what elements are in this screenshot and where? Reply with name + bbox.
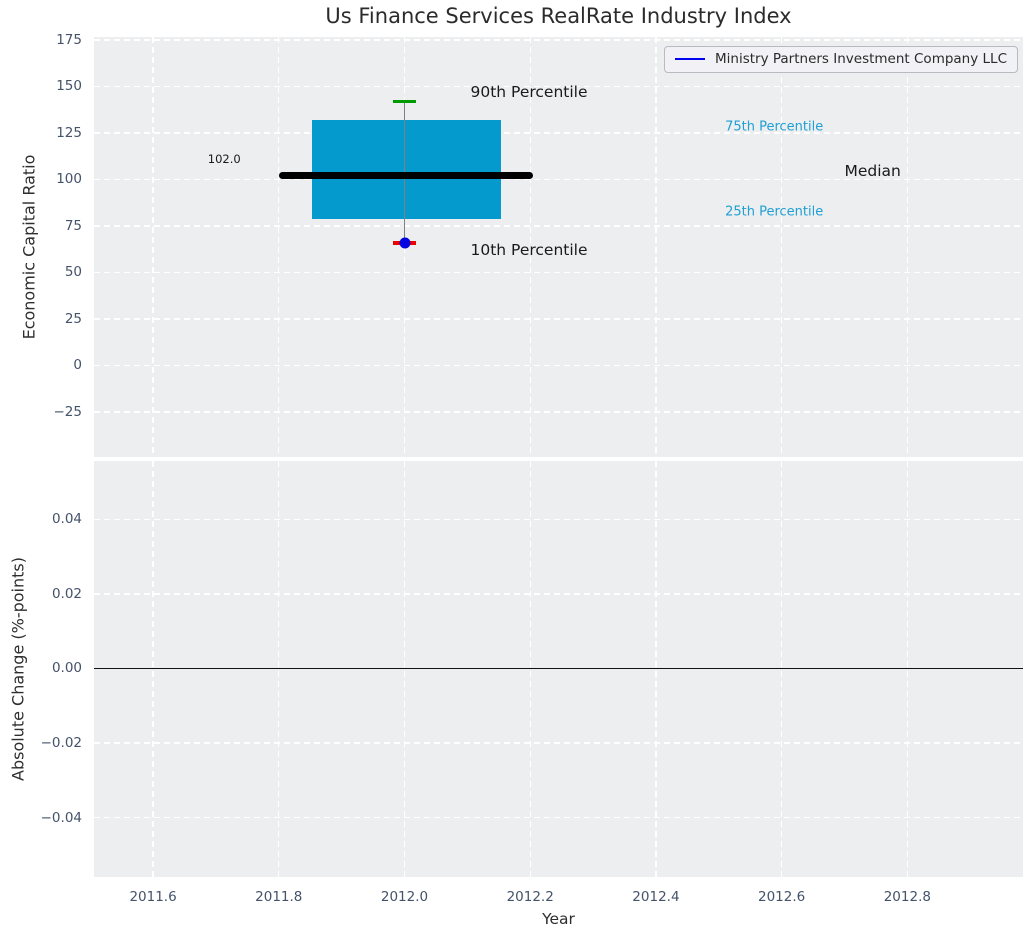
legend-line-sample: [675, 58, 705, 60]
y-tick-label: 0.00: [51, 660, 82, 677]
x-gridline: [780, 37, 783, 457]
x-gridline: [278, 37, 280, 457]
y-tick-label: 150: [56, 78, 82, 95]
y-tick-label: 0.04: [51, 511, 82, 528]
y-gridline: [94, 816, 1023, 819]
y-gridline: [94, 225, 1023, 227]
y-tick-label: 50: [64, 264, 82, 281]
annotation: 75th Percentile: [725, 119, 824, 135]
x-tick-label: 2011.6: [129, 889, 177, 905]
x-tick-label: 2011.8: [255, 889, 303, 905]
annotation: 10th Percentile: [470, 241, 588, 260]
y-tick-label: 175: [56, 31, 82, 48]
x-axis-label: Year: [542, 910, 575, 928]
y-gridline: [94, 742, 1023, 744]
chart-title: Us Finance Services RealRate Industry In…: [325, 4, 792, 28]
y-gridline: [94, 364, 1023, 367]
annotation: Median: [844, 162, 901, 181]
y-gridline: [94, 178, 1023, 181]
annotation: 90th Percentile: [470, 83, 588, 102]
x-gridline: [655, 37, 657, 457]
x-tick-label: 2012.6: [758, 889, 806, 905]
y-gridline: [94, 411, 1023, 413]
y-gridline: [94, 518, 1023, 520]
annotation: 25th Percentile: [725, 204, 824, 220]
y-tick-label: −25: [53, 403, 83, 420]
x-tick-label: 2012.2: [506, 889, 554, 905]
y-tick-label: 25: [64, 310, 82, 327]
zero-line: [94, 667, 1023, 670]
x-gridline: [906, 37, 909, 457]
cap-90th-percentile: [393, 99, 416, 104]
y-gridline: [94, 39, 1023, 41]
y-tick-label: 0: [73, 357, 82, 374]
x-gridline: [152, 37, 154, 457]
y-tick-label: 100: [56, 171, 82, 188]
x-tick-label: 2012.8: [883, 889, 931, 905]
y-gridline: [94, 85, 1023, 88]
y-tick-label: 75: [64, 217, 82, 234]
y-gridline: [94, 271, 1023, 274]
y-gridline: [94, 593, 1023, 595]
bottom-plot-area: [94, 461, 1023, 877]
x-tick-label: 2012.4: [632, 889, 680, 905]
y-tick-label: 125: [56, 124, 82, 141]
whisker-line: [403, 101, 406, 243]
percentile-box: [312, 119, 502, 220]
x-gridline: [529, 37, 531, 457]
top-plot-area: Ministry Partners Investment Company LLC…: [94, 37, 1023, 457]
annotation: 102.0: [207, 152, 241, 167]
x-tick-label: 2012.0: [380, 889, 429, 905]
y-tick-label: −0.02: [40, 735, 82, 752]
median-line: [278, 172, 534, 180]
legend: Ministry Partners Investment Company LLC: [664, 46, 1018, 73]
y-tick-label: −0.04: [40, 809, 82, 826]
company-value-dot: [399, 237, 410, 249]
legend-label: Ministry Partners Investment Company LLC: [715, 51, 1007, 67]
y-gridline: [94, 318, 1023, 320]
y-gridline: [94, 132, 1023, 134]
y-tick-label: 0.02: [51, 585, 82, 602]
